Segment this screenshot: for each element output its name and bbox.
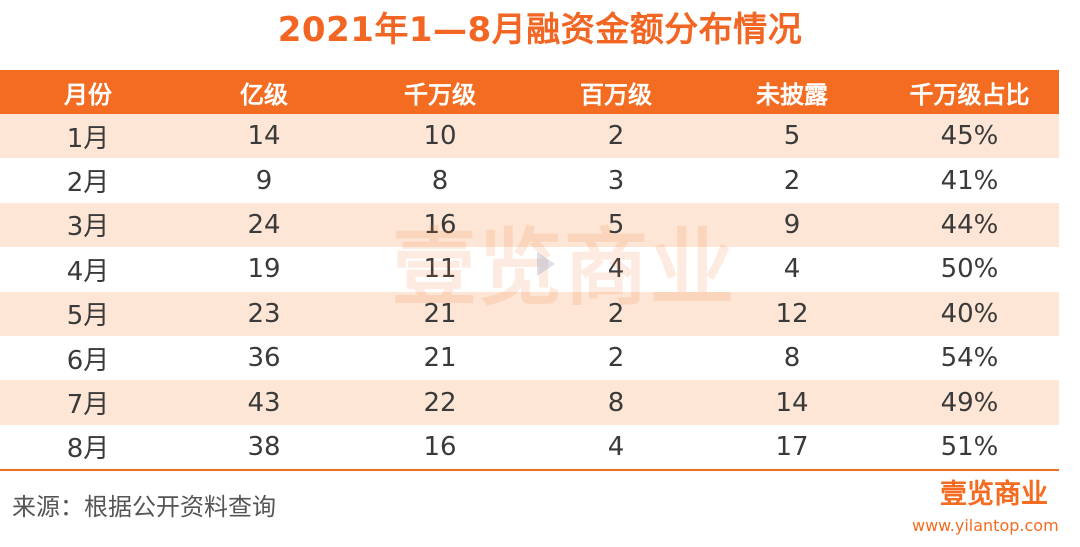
cell-yi: 9 [176, 158, 352, 203]
table-row: 6月 36 21 2 8 54% [0, 335, 1059, 381]
cell-qianwan: 11 [352, 247, 528, 292]
cell-qianwan: 16 [352, 424, 528, 472]
table-header-row: 月份 亿级 千万级 百万级 未披露 千万级占比 [0, 70, 1059, 114]
table-row: 5月 23 21 2 12 40% [0, 291, 1059, 336]
cell-month: 7月 [0, 380, 176, 425]
cell-qianwan: 16 [352, 202, 528, 248]
table-row: 8月 38 16 4 17 51% [0, 424, 1059, 472]
cell-undisclosed: 9 [704, 202, 880, 248]
cell-undisclosed: 12 [704, 291, 880, 336]
header-month: 月份 [0, 70, 176, 114]
cell-baiwan: 4 [528, 424, 704, 472]
cell-month: 4月 [0, 247, 176, 292]
cell-ratio: 44% [880, 202, 1059, 248]
cell-ratio: 41% [880, 158, 1059, 203]
table-row: 4月 19 11 4 4 50% [0, 247, 1059, 292]
cell-undisclosed: 17 [704, 424, 880, 472]
table-row: 3月 24 16 5 9 44% [0, 202, 1059, 248]
table-row: 1月 14 10 2 5 45% [0, 114, 1059, 159]
cell-yi: 14 [176, 114, 352, 159]
financing-table: 月份 亿级 千万级 百万级 未披露 千万级占比 1月 14 10 2 5 45%… [0, 70, 1059, 472]
page-title: 2021年1—8月融资金额分布情况 [277, 10, 803, 50]
cell-yi: 38 [176, 424, 352, 472]
cell-ratio: 49% [880, 380, 1059, 425]
cell-baiwan: 3 [528, 158, 704, 203]
cell-undisclosed: 14 [704, 380, 880, 425]
cell-ratio: 51% [880, 424, 1059, 472]
header-baiwan: 百万级 [528, 70, 704, 114]
cell-month: 8月 [0, 424, 176, 472]
cell-baiwan: 8 [528, 380, 704, 425]
cell-undisclosed: 5 [704, 114, 880, 159]
cell-month: 1月 [0, 114, 176, 159]
cell-qianwan: 22 [352, 380, 528, 425]
cell-yi: 24 [176, 202, 352, 248]
cell-baiwan: 2 [528, 114, 704, 159]
source-note: 来源：根据公开资料查询 [12, 493, 276, 521]
cell-yi: 43 [176, 380, 352, 425]
cell-qianwan: 8 [352, 158, 528, 203]
cell-undisclosed: 8 [704, 335, 880, 381]
header-yi: 亿级 [176, 70, 352, 114]
cell-yi: 23 [176, 291, 352, 336]
table-row: 2月 9 8 3 2 41% [0, 158, 1059, 203]
cell-qianwan: 21 [352, 291, 528, 336]
cell-qianwan: 10 [352, 114, 528, 159]
header-undisclosed: 未披露 [704, 70, 880, 114]
cell-baiwan: 4 [528, 247, 704, 292]
cell-month: 6月 [0, 335, 176, 381]
brand-logo: 壹览商业 [940, 479, 1048, 510]
cell-ratio: 40% [880, 291, 1059, 336]
cell-baiwan: 2 [528, 335, 704, 381]
cell-undisclosed: 4 [704, 247, 880, 292]
cell-month: 2月 [0, 158, 176, 203]
cell-baiwan: 5 [528, 202, 704, 248]
cell-ratio: 45% [880, 114, 1059, 159]
brand-url: www.yilantop.com [912, 516, 1059, 535]
header-qianwan-ratio: 千万级占比 [880, 70, 1059, 114]
cell-month: 3月 [0, 202, 176, 248]
header-qianwan: 千万级 [352, 70, 528, 114]
cell-baiwan: 2 [528, 291, 704, 336]
cell-yi: 19 [176, 247, 352, 292]
cell-ratio: 54% [880, 335, 1059, 381]
cell-ratio: 50% [880, 247, 1059, 292]
cell-qianwan: 21 [352, 335, 528, 381]
cell-undisclosed: 2 [704, 158, 880, 203]
table-row: 7月 43 22 8 14 49% [0, 380, 1059, 425]
cell-yi: 36 [176, 335, 352, 381]
cell-month: 5月 [0, 291, 176, 336]
